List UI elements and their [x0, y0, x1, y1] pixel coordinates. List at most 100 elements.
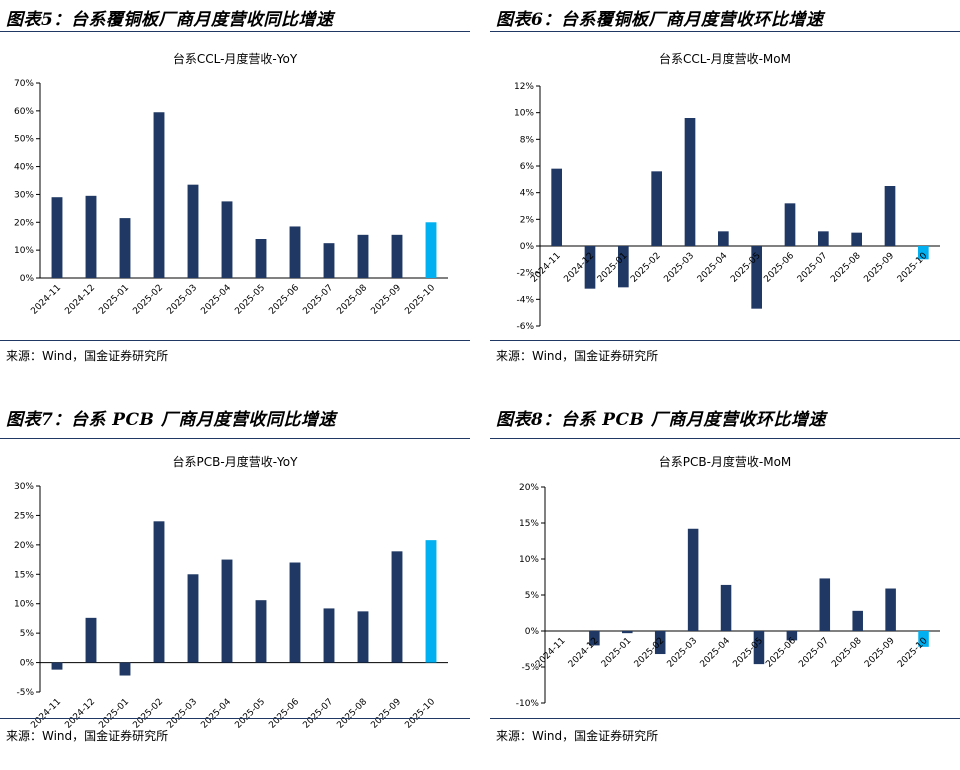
- bar: [425, 540, 437, 663]
- x-tick-label: 2025-02: [131, 697, 165, 731]
- source-rule: [490, 340, 960, 341]
- x-tick-label: 2025-10: [403, 283, 437, 317]
- x-tick-label: 2025-03: [662, 251, 696, 285]
- x-tick-label: 2025-06: [762, 251, 796, 285]
- y-tick-label: 70%: [14, 79, 34, 89]
- source-note: 来源：Wind，国金证券研究所: [496, 349, 659, 363]
- x-tick-label: 2025-01: [97, 697, 131, 731]
- y-tick-label: 40%: [14, 163, 34, 173]
- source-rule: [490, 718, 960, 719]
- title-rule: [0, 31, 470, 32]
- bar: [425, 222, 437, 278]
- y-tick-label: 2%: [520, 215, 535, 225]
- chart-panel-ccl-mom: 图表6：台系覆铜板厂商月度营收环比增速 台系CCL-月度营收-MoM -6% -4…: [490, 0, 960, 370]
- y-tick-label: 10%: [14, 246, 34, 256]
- bar: [622, 631, 633, 634]
- x-tick-label: 2025-10: [403, 697, 437, 731]
- x-tick-label: 2025-02: [131, 283, 165, 317]
- bar: [786, 631, 798, 641]
- y-tick-label: 0%: [520, 242, 535, 252]
- y-tick-label: 0%: [20, 274, 35, 284]
- x-tick-label: 2025-04: [698, 636, 732, 670]
- bar: [119, 662, 131, 676]
- x-tick-label: 2025-03: [165, 283, 199, 317]
- chart-panel-pcb-mom: 图表8：台系 PCB 厂商月度营收环比增速 台系PCB-月度营收-MoM -10…: [490, 400, 960, 770]
- y-tick-label: 0%: [20, 659, 35, 669]
- bar: [684, 118, 696, 246]
- bar: [153, 112, 165, 278]
- x-tick-label: 2024-11: [534, 636, 568, 670]
- title-rule: [0, 438, 470, 439]
- bar: [255, 600, 267, 663]
- y-tick-label: 12%: [514, 82, 534, 92]
- bar: [187, 574, 199, 663]
- y-tick-label: 8%: [520, 135, 535, 145]
- source-note: 来源：Wind，国金证券研究所: [6, 349, 169, 363]
- bar: [357, 234, 369, 278]
- x-tick-label: 2025-05: [233, 697, 267, 731]
- x-tick-label: 2025-07: [796, 251, 830, 285]
- y-tick-label: 5%: [525, 591, 540, 601]
- bar: [119, 218, 131, 278]
- bar: [720, 584, 732, 631]
- x-tick-label: 2025-09: [369, 283, 403, 317]
- bar: [818, 231, 829, 246]
- source-rule: [0, 718, 470, 719]
- bar: [589, 631, 600, 646]
- y-tick-label: -4%: [516, 295, 534, 305]
- bar: [323, 608, 335, 663]
- x-tick-label: 2024-12: [63, 283, 97, 317]
- x-tick-label: 2025-07: [797, 636, 831, 670]
- y-tick-label: -2%: [516, 269, 534, 279]
- x-tick-label: 2025-10: [896, 636, 930, 670]
- y-tick-label: 30%: [14, 482, 34, 492]
- x-tick-label: 2025-04: [199, 283, 233, 317]
- y-tick-label: -6%: [516, 322, 534, 332]
- x-tick-label: 2025-02: [629, 251, 663, 285]
- y-tick-label: 60%: [14, 107, 34, 117]
- x-tick-label: 2025-09: [863, 636, 897, 670]
- bar: [391, 551, 403, 663]
- y-tick-label: 10%: [514, 109, 534, 119]
- chart-title: 台系PCB-月度营收-YoY: [172, 455, 298, 469]
- x-tick-label: 2025-08: [335, 283, 369, 317]
- bar-chart-pcb-mom: -10%-5%0%5%10%15%20%2024-11 2024-12 2025-0…: [516, 483, 940, 709]
- x-tick-label: 2025-08: [335, 697, 369, 731]
- chart-panel-ccl-yoy: 图表5：台系覆铜板厂商月度营收同比增速 台系CCL-月度营收-YoY 0% 10%…: [0, 0, 470, 370]
- y-tick-label: 4%: [520, 189, 535, 199]
- bar: [584, 246, 596, 289]
- bar: [51, 662, 63, 670]
- x-tick-label: 2024-11: [29, 283, 63, 317]
- bar: [819, 578, 831, 631]
- bar: [289, 226, 301, 278]
- bar: [618, 246, 629, 288]
- panel-title: 图表5：台系覆铜板厂商月度营收同比增速: [6, 10, 334, 30]
- y-tick-label: 15%: [14, 570, 34, 580]
- x-tick-label: 2025-06: [267, 697, 301, 731]
- x-tick-label: 2024-11: [29, 697, 63, 731]
- bar: [851, 232, 862, 246]
- bar: [918, 246, 929, 260]
- bar: [852, 610, 863, 631]
- y-tick-label: 30%: [14, 190, 34, 200]
- bar: [85, 617, 97, 663]
- x-tick-label: 2025-07: [301, 697, 335, 731]
- bar: [255, 239, 267, 278]
- x-tick-label: 2024-12: [567, 636, 601, 670]
- bar: [753, 631, 765, 665]
- bar: [85, 195, 97, 278]
- bar: [784, 203, 796, 246]
- x-tick-label: 2025-05: [233, 283, 267, 317]
- bar: [884, 186, 896, 246]
- y-tick-label: 20%: [14, 218, 34, 228]
- title-rule: [490, 438, 960, 439]
- y-tick-label: 10%: [519, 555, 539, 565]
- bar: [221, 559, 233, 663]
- y-tick-label: 20%: [519, 483, 539, 493]
- x-tick-label: 2025-04: [696, 251, 730, 285]
- y-tick-label: -5%: [16, 688, 34, 698]
- bar: [751, 246, 762, 309]
- bar: [391, 234, 403, 278]
- x-tick-label: 2025-03: [165, 697, 199, 731]
- y-tick-label: -10%: [516, 699, 540, 709]
